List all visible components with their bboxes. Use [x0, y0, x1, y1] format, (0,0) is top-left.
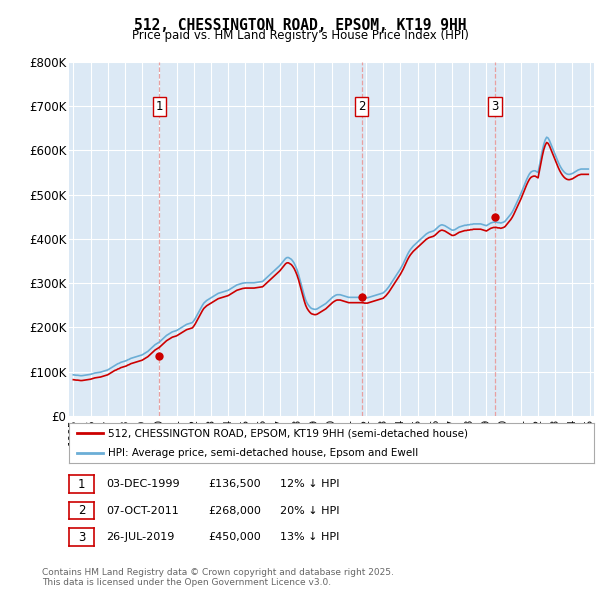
Text: 512, CHESSINGTON ROAD, EPSOM, KT19 9HH (semi-detached house): 512, CHESSINGTON ROAD, EPSOM, KT19 9HH (… [109, 428, 469, 438]
Text: HPI: Average price, semi-detached house, Epsom and Ewell: HPI: Average price, semi-detached house,… [109, 448, 419, 458]
Text: 512, CHESSINGTON ROAD, EPSOM, KT19 9HH: 512, CHESSINGTON ROAD, EPSOM, KT19 9HH [134, 18, 466, 32]
Text: 1: 1 [78, 477, 85, 491]
Text: 07-OCT-2011: 07-OCT-2011 [106, 506, 179, 516]
Text: 26-JUL-2019: 26-JUL-2019 [106, 532, 175, 542]
Text: 2: 2 [78, 504, 85, 517]
Text: 13% ↓ HPI: 13% ↓ HPI [280, 532, 340, 542]
Text: £450,000: £450,000 [208, 532, 261, 542]
Text: 3: 3 [491, 100, 499, 113]
Text: 1: 1 [155, 100, 163, 113]
Text: Contains HM Land Registry data © Crown copyright and database right 2025.: Contains HM Land Registry data © Crown c… [42, 568, 394, 577]
Text: 3: 3 [78, 530, 85, 544]
Text: 2: 2 [358, 100, 365, 113]
Text: 03-DEC-1999: 03-DEC-1999 [106, 479, 180, 489]
Text: £136,500: £136,500 [208, 479, 261, 489]
Text: £268,000: £268,000 [208, 506, 261, 516]
Text: Price paid vs. HM Land Registry's House Price Index (HPI): Price paid vs. HM Land Registry's House … [131, 29, 469, 42]
Text: 20% ↓ HPI: 20% ↓ HPI [280, 506, 340, 516]
Text: This data is licensed under the Open Government Licence v3.0.: This data is licensed under the Open Gov… [42, 578, 331, 587]
Text: 12% ↓ HPI: 12% ↓ HPI [280, 479, 340, 489]
